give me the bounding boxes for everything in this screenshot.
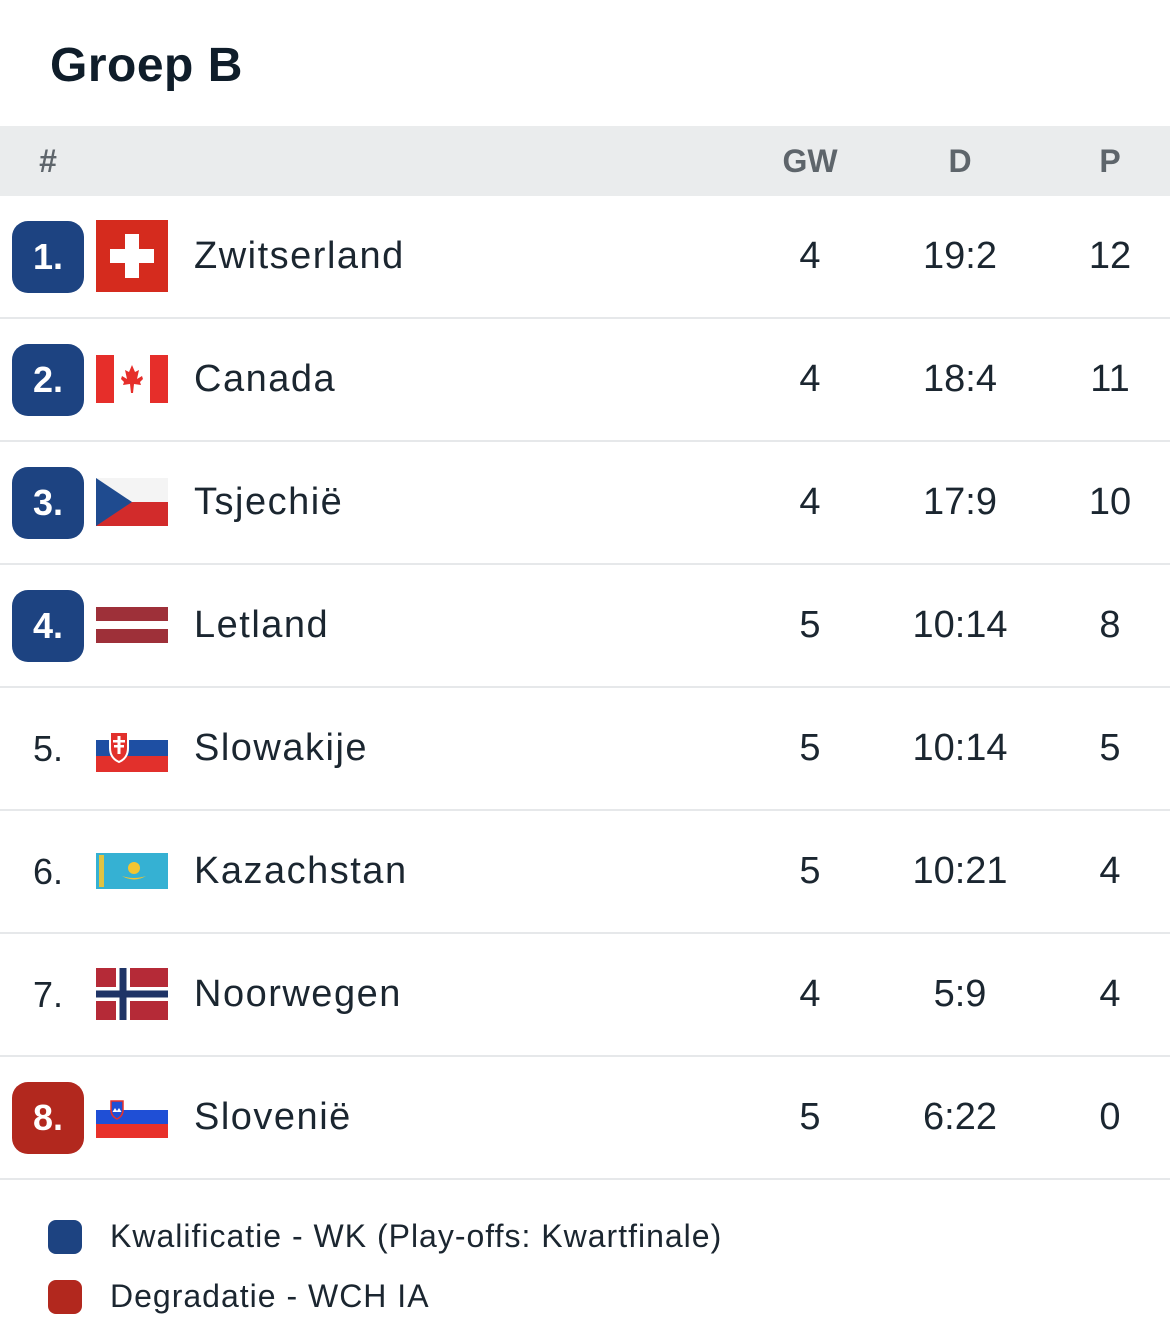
played-value: 4	[799, 973, 821, 1015]
goals-value: 18:4	[923, 358, 997, 400]
played-value: 5	[799, 604, 821, 646]
table-row[interactable]: 3. Tsjechië 4 17:9 10	[0, 442, 1170, 565]
rank-badge: 2.	[12, 344, 84, 416]
table-row[interactable]: 7. Noorwegen 4 5:9 4	[0, 934, 1170, 1057]
goals-value: 17:9	[923, 481, 997, 523]
rank-label: 7.	[32, 974, 64, 1015]
rank-badge: 4.	[12, 590, 84, 662]
team-name[interactable]: Slowakije	[194, 727, 369, 769]
points-value: 8	[1099, 604, 1121, 646]
rank-label: 5.	[32, 728, 64, 769]
points-value: 4	[1099, 850, 1121, 892]
played-value: 5	[799, 1096, 821, 1138]
canada-flag-icon	[96, 355, 168, 403]
played-value: 5	[799, 727, 821, 769]
header-played[interactable]: GW	[782, 143, 838, 179]
relegation-swatch	[48, 1280, 82, 1314]
table-row[interactable]: 4. Letland 5 10:14 8	[0, 565, 1170, 688]
points-value: 11	[1090, 358, 1130, 400]
legend-label: Degradatie - WCH IA	[110, 1278, 430, 1314]
goals-value: 10:14	[912, 604, 1008, 646]
table-row[interactable]: 6. Kazachstan 5 10:21 4	[0, 811, 1170, 934]
page-title: Groep B	[50, 39, 243, 92]
points-value: 12	[1088, 235, 1132, 277]
points-value: 0	[1099, 1096, 1121, 1138]
slovakia-flag-icon	[96, 724, 168, 772]
team-name[interactable]: Tsjechië	[194, 481, 344, 523]
played-value: 4	[799, 481, 821, 523]
points-value: 4	[1099, 973, 1121, 1015]
goals-value: 19:2	[923, 235, 997, 277]
kazakhstan-flag-icon	[96, 853, 168, 889]
team-name[interactable]: Slovenië	[194, 1096, 352, 1138]
team-name[interactable]: Noorwegen	[194, 973, 402, 1015]
rank-badge: 1.	[12, 221, 84, 293]
header-points[interactable]: P	[1099, 143, 1121, 179]
switzerland-flag-icon	[96, 220, 168, 292]
latvia-flag-icon	[96, 607, 168, 643]
qualification-swatch	[48, 1220, 82, 1254]
goals-value: 10:14	[912, 727, 1008, 769]
table-row[interactable]: 8. Slovenië 5 6:22 0	[0, 1057, 1170, 1180]
standings-header: # GW D P	[0, 126, 1170, 196]
rank-label: 6.	[32, 851, 64, 892]
table-row[interactable]: 5. Slowakije 5 10:14 5	[0, 688, 1170, 811]
team-name[interactable]: Kazachstan	[194, 850, 408, 892]
legend-label: Kwalificatie - WK (Play-offs: Kwartfinal…	[110, 1218, 723, 1254]
points-value: 10	[1088, 481, 1132, 523]
table-row[interactable]: 2. Canada 4 18:4 11	[0, 319, 1170, 442]
table-row[interactable]: 1. Zwitserland 4 19:2 12	[0, 196, 1170, 319]
team-name[interactable]: Zwitserland	[194, 235, 405, 277]
points-value: 5	[1099, 727, 1121, 769]
header-rank: #	[39, 143, 57, 179]
goals-value: 6:22	[923, 1096, 997, 1138]
team-name[interactable]: Letland	[194, 604, 330, 646]
standings-table: 1. Zwitserland 4 19:2 12 2. Canada 4 18:…	[0, 196, 1170, 1180]
rank-badge: 8.	[12, 1082, 84, 1154]
team-name[interactable]: Canada	[194, 358, 337, 400]
played-value: 5	[799, 850, 821, 892]
norway-flag-icon	[96, 968, 168, 1020]
goals-value: 5:9	[933, 973, 987, 1015]
czechia-flag-icon	[96, 478, 168, 526]
rank-badge: 3.	[12, 467, 84, 539]
goals-value: 10:21	[912, 850, 1008, 892]
played-value: 4	[799, 358, 821, 400]
played-value: 4	[799, 235, 821, 277]
slovenia-flag-icon	[96, 1096, 168, 1138]
header-goals[interactable]: D	[948, 143, 972, 179]
